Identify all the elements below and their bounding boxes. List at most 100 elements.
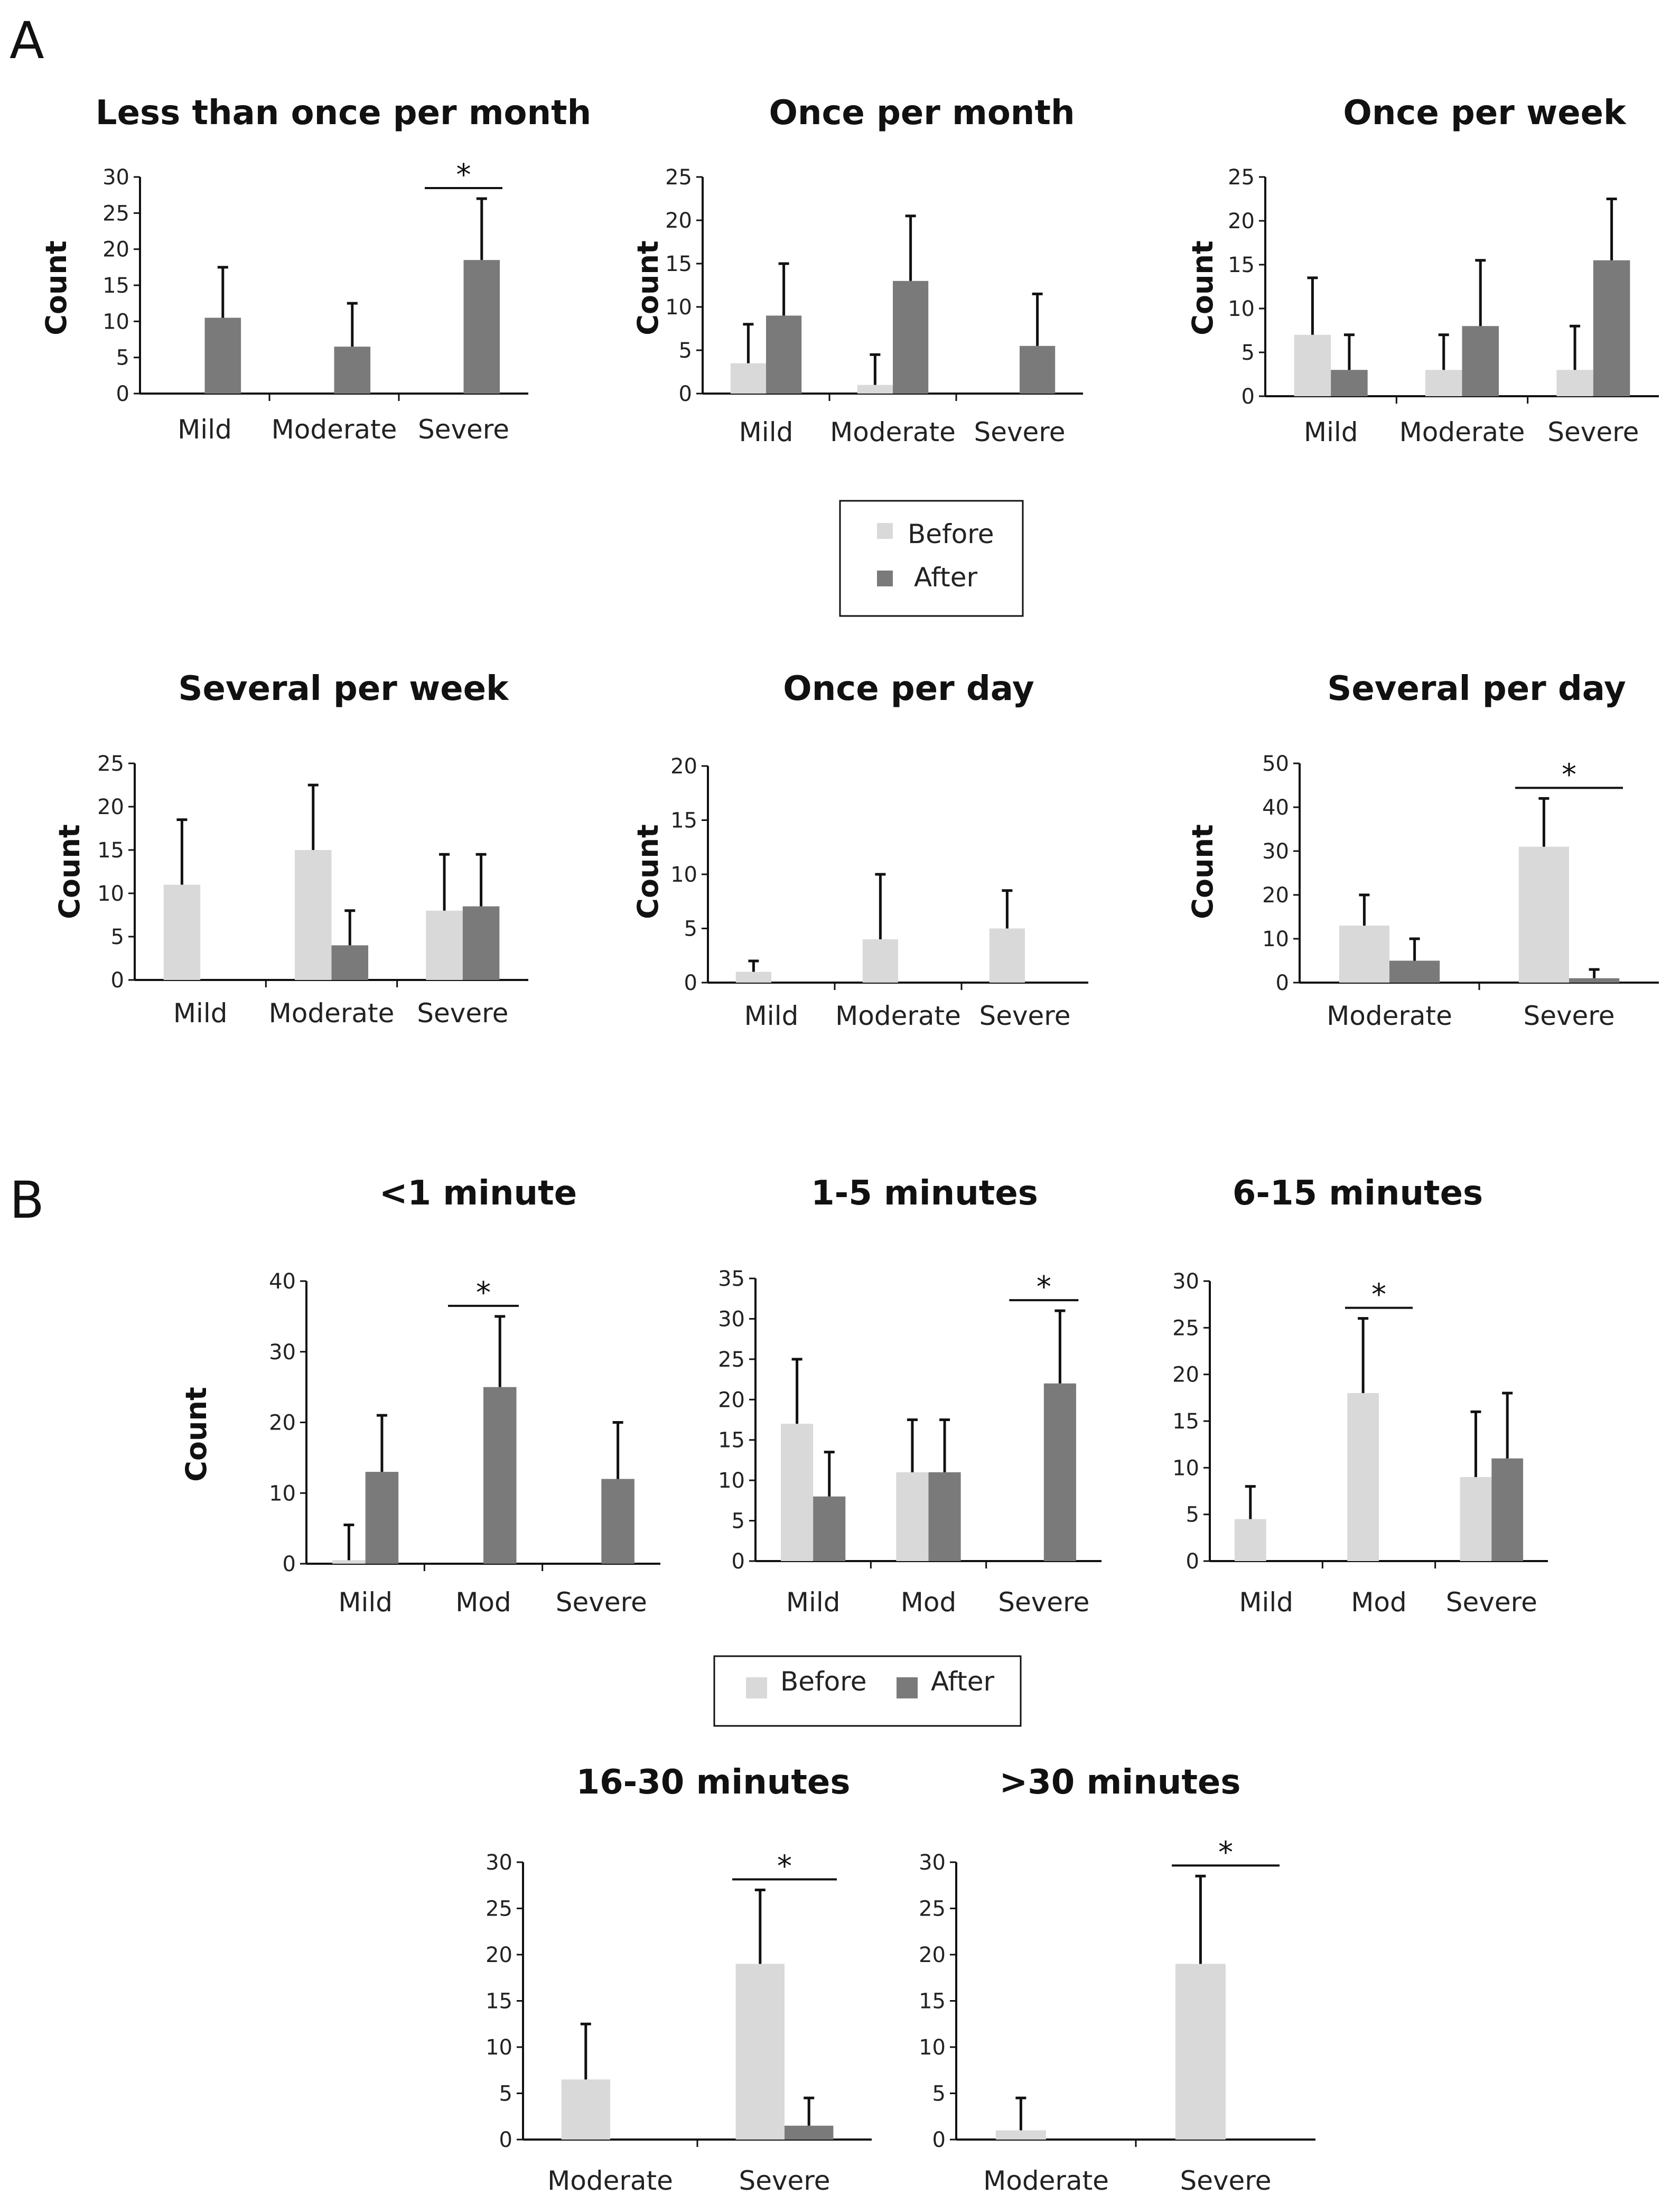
y-tick-label: 5 bbox=[932, 2082, 946, 2106]
y-tick-label: 15 bbox=[486, 1990, 512, 2014]
bar-after-severe bbox=[462, 906, 500, 980]
y-tick-label: 10 bbox=[1228, 297, 1255, 321]
y-tick-label: 0 bbox=[283, 1552, 296, 1576]
y-tick-label: 0 bbox=[1186, 1549, 1199, 1574]
significance-star: * bbox=[777, 1850, 792, 1884]
y-tick-label: 15 bbox=[1172, 1409, 1199, 1434]
bar-before-moderate bbox=[561, 2079, 610, 2140]
y-tick-label: 40 bbox=[269, 1269, 296, 1294]
y-tick-label: 30 bbox=[102, 165, 129, 190]
chart-3: Once per week Count 0 5 10 15 20 25 Mild Moderate… bbox=[1186, 94, 1659, 447]
category-label: Mild bbox=[1304, 417, 1358, 447]
chart-title: 6-15 minutes bbox=[1233, 1174, 1483, 1213]
category-label: Moderate bbox=[1399, 417, 1525, 447]
bar-after-severe bbox=[463, 260, 500, 394]
bar-after-moderate bbox=[334, 347, 371, 394]
bar-after-severe bbox=[1569, 978, 1620, 983]
y-tick-label: 15 bbox=[665, 252, 692, 276]
legend-b: Before After bbox=[713, 1655, 1022, 1727]
category-label: Moderate bbox=[835, 1001, 961, 1031]
bar-after-mod bbox=[928, 1472, 961, 1561]
significance-star: * bbox=[1371, 1278, 1386, 1312]
category-label: Mild bbox=[1239, 1587, 1293, 1618]
y-tick-label: 5 bbox=[679, 339, 692, 363]
y-tick-label: 20 bbox=[665, 209, 692, 233]
category-label: Mild bbox=[744, 1001, 799, 1031]
y-tick-label: 30 bbox=[718, 1307, 745, 1331]
y-axis-label: Count bbox=[1186, 824, 1219, 919]
legend-a-before-label: Before bbox=[908, 519, 994, 549]
bar-before-severe bbox=[1556, 370, 1593, 396]
bar-after-moderate bbox=[893, 281, 929, 394]
category-label: Severe bbox=[1180, 2165, 1271, 2196]
bar-after-severe bbox=[1043, 1383, 1076, 1561]
y-axis-label: Count bbox=[1186, 240, 1219, 335]
y-tick-label: 10 bbox=[97, 882, 124, 906]
chart-title: >30 minutes bbox=[1000, 1763, 1241, 1802]
y-tick-label: 5 bbox=[111, 925, 124, 949]
significance-star: * bbox=[1218, 1835, 1233, 1870]
y-tick-label: 5 bbox=[684, 917, 697, 941]
category-label: Severe bbox=[556, 1587, 647, 1618]
category-label: Severe bbox=[1446, 1587, 1537, 1618]
chart-9: 6-15 minutes 0 5 10 15 20 25 30 Mild Mod * Severe bbox=[1172, 1174, 1548, 1618]
category-label: Moderate bbox=[272, 414, 397, 445]
bar-after-moderate bbox=[1462, 326, 1499, 396]
bar-before-moderate bbox=[1339, 926, 1389, 983]
chart-title: Several per week bbox=[178, 669, 509, 708]
y-tick-label: 10 bbox=[1262, 927, 1289, 951]
bar-before-severe bbox=[1175, 1964, 1226, 2140]
bar-before-severe bbox=[1518, 846, 1569, 983]
y-axis-label: Count bbox=[180, 1387, 213, 1481]
bar-before-severe bbox=[1460, 1477, 1492, 1561]
bar-before-mild bbox=[735, 972, 771, 983]
y-tick-label: 25 bbox=[486, 1897, 512, 1921]
category-label: Moderate bbox=[830, 417, 956, 447]
legend-a-box bbox=[839, 500, 1024, 617]
y-tick-label: 35 bbox=[718, 1267, 745, 1291]
charts: Less than once per month Count 0 5 10 15 20 25 3… bbox=[40, 94, 1659, 2196]
bar-before-severe bbox=[426, 910, 463, 980]
y-tick-label: 20 bbox=[269, 1411, 296, 1435]
category-label: Severe bbox=[974, 417, 1065, 447]
y-tick-label: 25 bbox=[1172, 1316, 1199, 1340]
y-tick-label: 0 bbox=[1276, 971, 1289, 995]
bar-before-moderate bbox=[1425, 370, 1462, 396]
y-tick-label: 20 bbox=[670, 754, 697, 779]
y-tick-label: 0 bbox=[111, 968, 124, 993]
significance-star: * bbox=[456, 158, 471, 192]
y-tick-label: 10 bbox=[665, 295, 692, 320]
y-axis-label: Count bbox=[631, 824, 665, 919]
y-tick-label: 30 bbox=[1262, 839, 1289, 864]
bar-after-mild bbox=[766, 315, 802, 394]
category-label: Severe bbox=[1523, 1001, 1614, 1031]
y-tick-label: 0 bbox=[732, 1549, 745, 1574]
y-tick-label: 0 bbox=[116, 382, 129, 406]
y-tick-label: 25 bbox=[665, 165, 692, 190]
y-tick-label: 15 bbox=[102, 274, 129, 298]
legend-a: Before After bbox=[839, 500, 1024, 617]
bar-before-mod bbox=[896, 1472, 929, 1561]
significance-star: * bbox=[1037, 1270, 1051, 1304]
y-tick-label: 30 bbox=[919, 1851, 946, 1875]
y-tick-label: 15 bbox=[670, 809, 697, 833]
y-tick-label: 20 bbox=[97, 795, 124, 819]
y-tick-label: 25 bbox=[102, 201, 129, 226]
y-tick-label: 10 bbox=[670, 863, 697, 887]
y-tick-label: 50 bbox=[1262, 752, 1289, 776]
chart-11: >30 minutes 0 5 10 15 20 25 30 Moderate Severe * bbox=[919, 1763, 1315, 2196]
panel-label-a: A bbox=[10, 11, 44, 70]
chart-5: Once per day Count 0 5 10 15 20 Mild Moderate Sev… bbox=[631, 669, 1088, 1031]
category-label: Mild bbox=[786, 1587, 841, 1618]
category-label: Severe bbox=[417, 998, 508, 1029]
chart-title: Once per day bbox=[783, 669, 1034, 708]
y-tick-label: 10 bbox=[718, 1469, 745, 1493]
y-axis-label: Count bbox=[53, 824, 86, 919]
chart-title: Several per day bbox=[1327, 669, 1626, 708]
category-label: Moderate bbox=[983, 2165, 1109, 2196]
bar-after-moderate bbox=[331, 945, 369, 980]
y-tick-label: 5 bbox=[1242, 341, 1255, 365]
legend-a-after-swatch bbox=[877, 571, 893, 586]
category-label: Moderate bbox=[269, 998, 395, 1029]
bar-before-severe bbox=[989, 928, 1025, 983]
